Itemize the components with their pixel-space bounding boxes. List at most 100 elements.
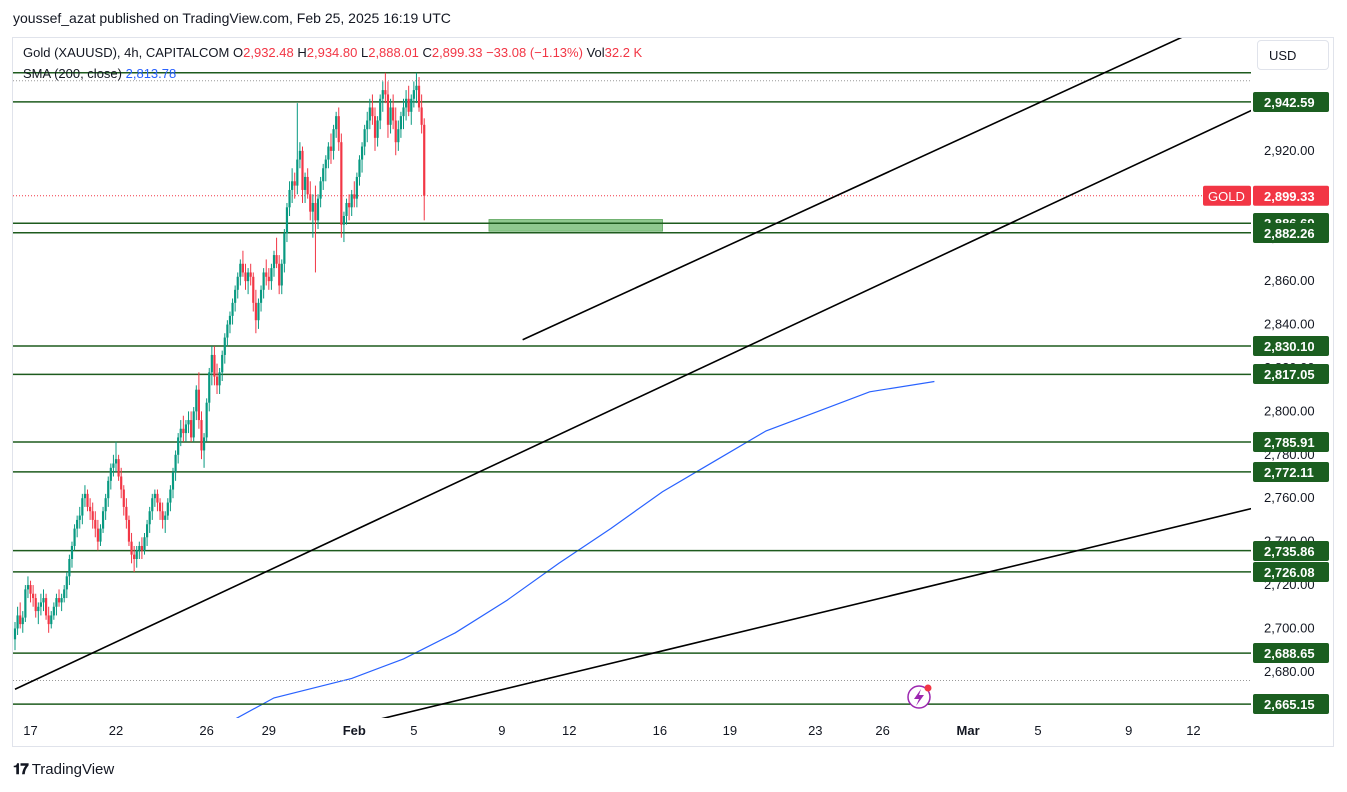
x-tick-label: 29 [262, 723, 276, 738]
candle-body [195, 389, 198, 412]
candle-body [262, 272, 265, 290]
candle-body [39, 602, 42, 607]
candle-body [285, 207, 289, 234]
high-label: H [297, 45, 307, 60]
x-tick-label: 5 [410, 723, 417, 738]
candle-body [145, 524, 149, 538]
candle-body [423, 124, 426, 196]
chart-legend: Gold (XAUUSD), 4h, CAPITALCOM O2,932.48 … [23, 45, 642, 60]
candle-body [342, 216, 346, 225]
candle-body [148, 511, 151, 525]
x-tick-label: 17 [23, 723, 37, 738]
candle-body [24, 589, 27, 618]
sma-label[interactable]: SMA (200, close) [23, 66, 122, 81]
candle-body [112, 463, 115, 468]
y-tick-label: 2,860.00 [1264, 273, 1315, 288]
candle-body [373, 116, 377, 138]
x-tick-label: 16 [653, 723, 667, 738]
candle-body [335, 116, 338, 130]
level-price-label: 2,688.65 [1264, 646, 1315, 661]
candle-body [272, 255, 276, 269]
y-tick-label: 2,700.00 [1264, 620, 1315, 635]
candle-body [226, 324, 229, 338]
currency-button[interactable]: USD [1257, 40, 1329, 70]
candle-body [164, 515, 167, 520]
candle-body [177, 437, 180, 455]
open-value: 2,932.48 [243, 45, 294, 60]
candle-body [257, 302, 260, 321]
candle-body [244, 272, 247, 282]
candle-body [234, 289, 237, 303]
candle-body [215, 376, 219, 386]
candle-body [63, 589, 66, 599]
candle-body [60, 598, 63, 603]
candle-body [91, 511, 94, 520]
candle-body [249, 272, 252, 277]
candle-body [109, 467, 112, 481]
candle-body [127, 519, 131, 542]
sma-line [235, 380, 935, 718]
candle-body [208, 372, 211, 403]
close-label: C [422, 45, 432, 60]
candle-body [275, 255, 278, 264]
y-tick-label: 2,680.00 [1264, 664, 1315, 679]
candle-body [143, 537, 146, 551]
candle-body [397, 129, 400, 143]
x-tick-label: 26 [199, 723, 213, 738]
candle-body [37, 606, 40, 612]
candle-body [306, 176, 309, 195]
x-tick-label: 9 [498, 723, 505, 738]
candle-body [389, 107, 392, 125]
candle-body [130, 541, 133, 555]
indicator-legend: SMA (200, close) 2,813.78 [23, 66, 176, 81]
y-tick-label: 2,920.00 [1264, 143, 1315, 158]
candle-body [366, 120, 369, 130]
candle-body [70, 545, 74, 559]
candle-body [50, 615, 53, 625]
candle-body [392, 107, 395, 121]
level-price-label: 2,772.11 [1264, 465, 1314, 480]
trendline [381, 507, 1251, 718]
level-price-label-bg [1253, 643, 1329, 663]
candle-body [166, 502, 169, 516]
lightning-bolt-icon [914, 689, 924, 706]
candle-body [376, 120, 379, 138]
tradingview-logo[interactable]: 𝟏𝟕 TradingView [13, 761, 114, 778]
candle-body [135, 550, 138, 559]
candle-body [158, 502, 162, 512]
support-zone [488, 219, 663, 232]
y-tick-label: 2,840.00 [1264, 317, 1315, 332]
candle-body [202, 437, 206, 451]
candle-body [78, 515, 81, 520]
publisher-line: youssef_azat published on TradingView.co… [13, 10, 451, 26]
candle-body [350, 194, 353, 208]
x-tick-label: 5 [1034, 723, 1041, 738]
x-tick-label: Feb [343, 723, 366, 738]
candle-body [140, 545, 144, 551]
candle-body [407, 98, 410, 112]
candle-body [332, 129, 335, 151]
candle-body [19, 615, 22, 625]
candle-body [68, 558, 71, 577]
symbol-tag-bg [1203, 185, 1251, 206]
candle-body [404, 98, 408, 108]
candle-body [399, 116, 403, 130]
symbol-label[interactable]: Gold (XAUUSD), 4h, CAPITALCOM [23, 45, 230, 60]
candle-body [47, 615, 50, 625]
candle-body [151, 498, 154, 512]
candle-body [239, 263, 242, 277]
candle-body [316, 198, 320, 221]
level-price-label-bg [1253, 364, 1329, 384]
candle-body [231, 302, 234, 316]
level-price-label-bg [1253, 432, 1329, 452]
level-price-label-bg [1253, 541, 1329, 561]
candle-body [293, 181, 296, 186]
candle-body [254, 302, 257, 321]
level-price-label-bg [1253, 336, 1329, 356]
candle-body [410, 98, 413, 112]
volume-value: 32.2 K [604, 45, 643, 60]
candle-body [340, 142, 343, 225]
candle-body [57, 598, 61, 603]
candle-body [283, 233, 286, 264]
